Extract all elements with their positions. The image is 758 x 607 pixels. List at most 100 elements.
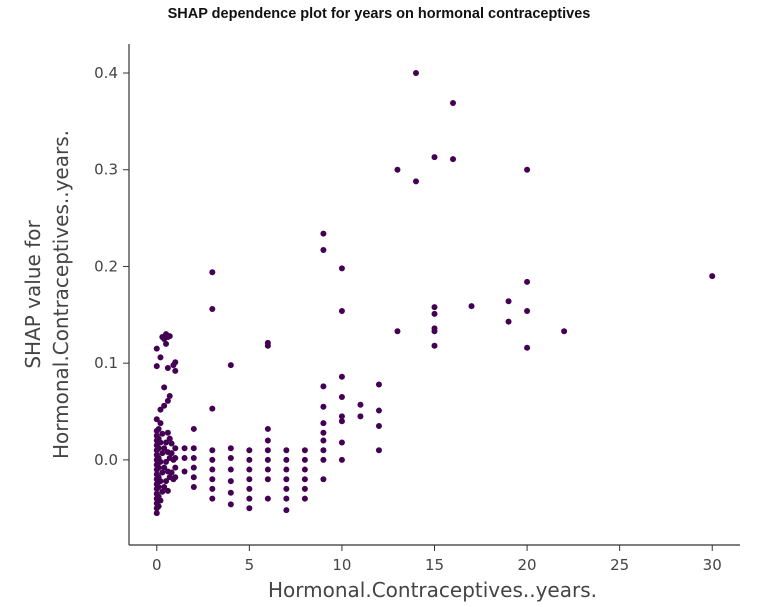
data-point [181, 468, 188, 475]
data-point [246, 456, 253, 463]
data-point [301, 485, 308, 492]
y-tick-label: 0.4 [94, 64, 118, 82]
x-axis-label: Hormonal.Contraceptives..years. [268, 578, 597, 602]
data-point [164, 365, 171, 372]
data-point [155, 425, 162, 432]
data-point [375, 407, 382, 414]
data-point [450, 99, 457, 106]
data-point [246, 466, 253, 473]
data-point [227, 466, 234, 473]
data-point [431, 342, 438, 349]
data-point [320, 247, 327, 254]
data-point [168, 440, 175, 447]
data-point [283, 485, 290, 492]
data-point [172, 454, 179, 461]
data-point [159, 450, 166, 457]
data-point [524, 344, 531, 351]
data-point [209, 447, 216, 454]
data-point [209, 495, 216, 502]
data-point [431, 304, 438, 311]
data-point [338, 439, 345, 446]
data-point [155, 464, 162, 471]
data-point [181, 445, 188, 452]
data-point [227, 362, 234, 369]
data-point [181, 454, 188, 461]
data-point [283, 456, 290, 463]
y-axis-label-line-1: SHAP value for [21, 220, 45, 369]
data-point [301, 447, 308, 454]
data-point [338, 307, 345, 314]
data-point [164, 397, 171, 404]
data-point [338, 413, 345, 420]
data-point [264, 466, 271, 473]
x-tick-label: 30 [703, 556, 722, 574]
data-point [320, 403, 327, 410]
data-point [157, 420, 164, 427]
data-points [153, 70, 716, 517]
data-point [301, 456, 308, 463]
data-point [166, 393, 173, 400]
y-axis-ticks: 0.0 0.1 0.2 0.3 0.4 [94, 64, 129, 469]
data-point [264, 425, 271, 432]
data-point [159, 469, 166, 476]
data-point [161, 402, 168, 409]
data-point [172, 359, 179, 366]
data-point [155, 503, 162, 510]
data-point [320, 456, 327, 463]
data-point [412, 178, 419, 185]
data-point [301, 495, 308, 502]
data-point [163, 340, 170, 347]
x-tick-label: 20 [518, 556, 537, 574]
data-point [375, 381, 382, 388]
data-point [155, 445, 162, 452]
data-point [246, 476, 253, 483]
data-point [157, 458, 164, 465]
data-point [190, 454, 197, 461]
data-point [190, 483, 197, 490]
data-point [161, 445, 168, 452]
data-point [166, 435, 173, 442]
y-tick-label: 0.1 [94, 354, 118, 372]
data-point [431, 154, 438, 161]
data-point [505, 298, 512, 305]
data-point [246, 485, 253, 492]
data-point [394, 166, 401, 173]
data-point [357, 401, 364, 408]
data-point [524, 278, 531, 285]
data-point [246, 505, 253, 512]
data-point [320, 230, 327, 237]
data-point [209, 405, 216, 412]
x-axis-ticks: 0 5 10 15 20 25 30 [152, 545, 722, 574]
data-point [153, 345, 160, 352]
data-point [163, 439, 170, 446]
y-axis-label-line-2: Hormonal.Contraceptives..years. [49, 130, 73, 459]
data-point [412, 70, 419, 77]
x-tick-label: 0 [152, 556, 162, 574]
data-point [153, 416, 160, 423]
data-point [320, 447, 327, 454]
data-point [283, 507, 290, 514]
data-point [524, 307, 531, 314]
data-point [301, 476, 308, 483]
data-point [157, 354, 164, 361]
data-point [172, 464, 179, 471]
data-point [561, 328, 568, 335]
data-point [164, 429, 171, 436]
data-point [338, 265, 345, 272]
data-point [153, 363, 160, 370]
data-point [209, 269, 216, 276]
data-point [338, 373, 345, 380]
data-point [166, 333, 173, 340]
data-point [209, 456, 216, 463]
data-point [320, 437, 327, 444]
data-point [157, 497, 164, 504]
data-point [709, 273, 716, 280]
data-point [163, 478, 170, 485]
data-point [163, 458, 170, 465]
data-point [159, 430, 166, 437]
data-point [264, 339, 271, 346]
data-point [505, 318, 512, 325]
data-point [161, 483, 168, 490]
x-tick-label: 25 [610, 556, 629, 574]
